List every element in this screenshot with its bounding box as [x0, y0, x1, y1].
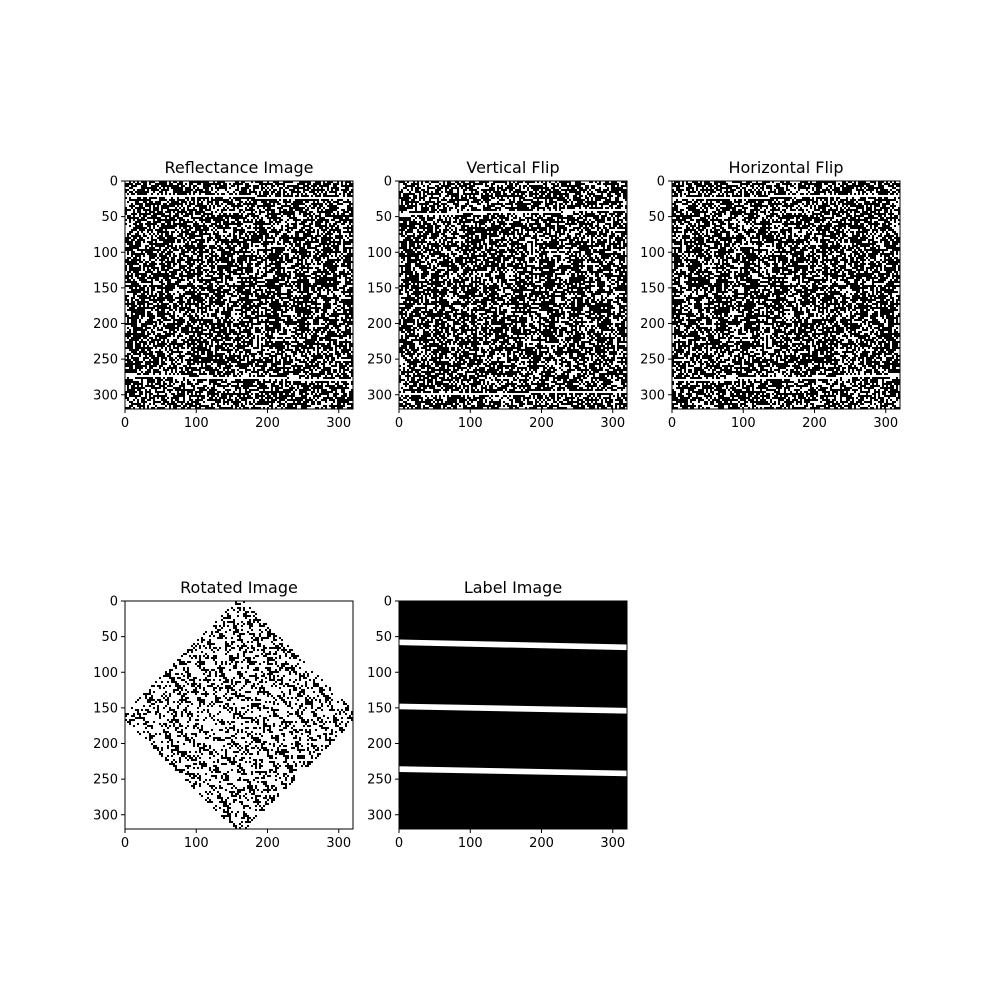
axes-frame: [398, 180, 628, 410]
y-tick-label: 150: [367, 281, 392, 296]
y-tick-label: 0: [110, 595, 118, 610]
image-area: [399, 601, 627, 829]
y-tick-label: 250: [367, 353, 392, 368]
y-tick-label: 300: [367, 808, 392, 823]
panel-title: Horizontal Flip: [728, 158, 843, 177]
image-pixels: [125, 181, 353, 409]
panel-title: Rotated Image: [180, 578, 298, 597]
image-area: [125, 601, 353, 829]
y-tick-label: 100: [93, 666, 118, 681]
y-tick-label: 300: [367, 388, 392, 403]
x-tick-label: 200: [255, 836, 280, 851]
y-tick-label: 250: [640, 353, 665, 368]
label-line-1: [399, 639, 627, 651]
x-tick-label: 100: [458, 836, 483, 851]
image-background: [399, 601, 627, 829]
x-tick-label: 300: [873, 416, 898, 431]
y-tick-label: 200: [640, 317, 665, 332]
y-tick-label: 250: [367, 773, 392, 788]
y-tick-label: 100: [367, 666, 392, 681]
y-tick-label: 300: [93, 388, 118, 403]
y-tick-label: 0: [384, 175, 392, 190]
panel-reflectance-image: Reflectance Image 0 100 200 300050100150200…: [93, 158, 354, 432]
y-tick-label: 0: [384, 595, 392, 610]
y-tick-label: 100: [367, 246, 392, 261]
panel-horizontal-flip: Horizontal Flip 0 100 200 30005010015020025…: [640, 158, 901, 432]
axes-frame: [124, 600, 354, 830]
x-tick-label: 300: [600, 836, 625, 851]
image-area: [125, 181, 353, 409]
axes-frame: [671, 180, 901, 410]
x-tick-label: 300: [600, 416, 625, 431]
label-line-3: [399, 766, 627, 777]
label-line-2: [399, 703, 627, 714]
y-tick-label: 0: [657, 175, 665, 190]
y-tick-label: 150: [367, 701, 392, 716]
x-tick-label: 0: [395, 836, 403, 851]
panel-title: Label Image: [464, 578, 562, 597]
y-tick-label: 50: [375, 630, 392, 645]
y-tick-label: 50: [375, 210, 392, 225]
panel-vertical-flip: Vertical Flip 0 100 200 3000501001502002503…: [367, 158, 628, 432]
y-tick-label: 200: [367, 737, 392, 752]
y-tick-label: 300: [93, 808, 118, 823]
x-tick-label: 200: [529, 416, 554, 431]
x-tick-label: 100: [184, 836, 209, 851]
y-tick-label: 250: [93, 773, 118, 788]
x-tick-label: 300: [326, 416, 351, 431]
image-pixels: [125, 601, 353, 829]
x-tick-label: 0: [121, 836, 129, 851]
x-tick-label: 200: [529, 836, 554, 851]
x-tick-label: 0: [395, 416, 403, 431]
y-tick-label: 50: [101, 630, 118, 645]
panel-title: Reflectance Image: [164, 158, 313, 177]
y-tick-label: 150: [640, 281, 665, 296]
y-tick-label: 300: [640, 388, 665, 403]
x-tick-label: 0: [668, 416, 676, 431]
x-tick-label: 200: [255, 416, 280, 431]
y-tick-label: 50: [101, 210, 118, 225]
x-tick-label: 100: [458, 416, 483, 431]
image-area: [672, 181, 900, 409]
y-tick-label: 100: [93, 246, 118, 261]
panel-title: Vertical Flip: [466, 158, 559, 177]
y-tick-label: 250: [93, 353, 118, 368]
y-tick-label: 200: [93, 737, 118, 752]
y-tick-label: 50: [648, 210, 665, 225]
axes-frame: [124, 180, 354, 410]
y-tick-label: 150: [93, 701, 118, 716]
x-tick-label: 100: [184, 416, 209, 431]
y-tick-label: 0: [110, 175, 118, 190]
y-tick-label: 200: [93, 317, 118, 332]
axes-frame: [398, 600, 628, 830]
y-tick-label: 150: [93, 281, 118, 296]
panel-rotated-image: Rotated Image 0 100 200 3000501001502002503…: [93, 578, 354, 852]
x-tick-label: 100: [731, 416, 756, 431]
x-tick-label: 200: [802, 416, 827, 431]
y-tick-label: 200: [367, 317, 392, 332]
y-tick-label: 100: [640, 246, 665, 261]
x-tick-label: 300: [326, 836, 351, 851]
image-area: [399, 181, 627, 409]
x-tick-label: 0: [121, 416, 129, 431]
